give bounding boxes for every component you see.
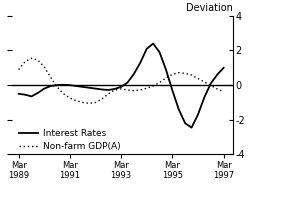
Non-farm GDP(A) bbox=[62, 93, 65, 95]
Non-farm GDP(A) bbox=[17, 68, 21, 71]
Text: Deviation: Deviation bbox=[186, 3, 233, 13]
Interest Rates bbox=[113, 88, 117, 90]
Non-farm GDP(A) bbox=[43, 66, 46, 68]
Non-farm GDP(A) bbox=[158, 81, 161, 84]
Non-farm GDP(A) bbox=[81, 101, 84, 104]
Interest Rates bbox=[68, 84, 72, 86]
Interest Rates bbox=[100, 88, 104, 91]
Interest Rates bbox=[43, 87, 46, 90]
Non-farm GDP(A) bbox=[23, 61, 27, 63]
Interest Rates bbox=[190, 126, 193, 129]
Non-farm GDP(A) bbox=[106, 93, 110, 95]
Non-farm GDP(A) bbox=[190, 74, 193, 76]
Interest Rates bbox=[49, 85, 53, 87]
Interest Rates bbox=[196, 113, 200, 116]
Non-farm GDP(A) bbox=[183, 72, 187, 74]
Non-farm GDP(A) bbox=[126, 89, 129, 91]
Interest Rates bbox=[139, 61, 142, 64]
Non-farm GDP(A) bbox=[119, 88, 123, 90]
Non-farm GDP(A) bbox=[209, 84, 213, 87]
Non-farm GDP(A) bbox=[94, 101, 97, 104]
Interest Rates bbox=[106, 89, 110, 91]
Legend: Interest Rates, Non-farm GDP(A): Interest Rates, Non-farm GDP(A) bbox=[17, 128, 122, 153]
Non-farm GDP(A) bbox=[170, 73, 174, 76]
Line: Non-farm GDP(A): Non-farm GDP(A) bbox=[19, 58, 224, 103]
Interest Rates bbox=[36, 92, 40, 94]
Non-farm GDP(A) bbox=[49, 76, 53, 79]
Non-farm GDP(A) bbox=[68, 97, 72, 99]
Interest Rates bbox=[119, 86, 123, 88]
Non-farm GDP(A) bbox=[87, 102, 91, 105]
Non-farm GDP(A) bbox=[215, 88, 219, 90]
Non-farm GDP(A) bbox=[55, 86, 59, 88]
Interest Rates bbox=[215, 73, 219, 76]
Non-farm GDP(A) bbox=[100, 98, 104, 100]
Non-farm GDP(A) bbox=[177, 71, 181, 74]
Interest Rates bbox=[55, 84, 59, 86]
Interest Rates bbox=[203, 96, 206, 98]
Non-farm GDP(A) bbox=[145, 87, 149, 89]
Interest Rates bbox=[222, 67, 226, 69]
Line: Interest Rates: Interest Rates bbox=[19, 44, 224, 128]
Interest Rates bbox=[158, 51, 161, 53]
Interest Rates bbox=[151, 42, 155, 45]
Interest Rates bbox=[170, 89, 174, 91]
Interest Rates bbox=[145, 48, 149, 50]
Non-farm GDP(A) bbox=[203, 81, 206, 83]
Interest Rates bbox=[164, 68, 168, 71]
Non-farm GDP(A) bbox=[36, 59, 40, 61]
Interest Rates bbox=[81, 86, 84, 88]
Non-farm GDP(A) bbox=[222, 90, 226, 93]
Interest Rates bbox=[209, 82, 213, 85]
Interest Rates bbox=[87, 87, 91, 89]
Non-farm GDP(A) bbox=[30, 57, 33, 59]
Interest Rates bbox=[183, 122, 187, 124]
Interest Rates bbox=[74, 85, 78, 87]
Non-farm GDP(A) bbox=[74, 100, 78, 102]
Interest Rates bbox=[132, 73, 136, 75]
Interest Rates bbox=[23, 93, 27, 96]
Non-farm GDP(A) bbox=[113, 89, 117, 91]
Interest Rates bbox=[126, 81, 129, 84]
Non-farm GDP(A) bbox=[196, 77, 200, 80]
Interest Rates bbox=[177, 108, 181, 110]
Interest Rates bbox=[30, 95, 33, 98]
Interest Rates bbox=[94, 87, 97, 90]
Non-farm GDP(A) bbox=[164, 77, 168, 79]
Non-farm GDP(A) bbox=[139, 89, 142, 91]
Non-farm GDP(A) bbox=[132, 89, 136, 92]
Interest Rates bbox=[62, 84, 65, 86]
Non-farm GDP(A) bbox=[151, 85, 155, 87]
Interest Rates bbox=[17, 93, 21, 95]
